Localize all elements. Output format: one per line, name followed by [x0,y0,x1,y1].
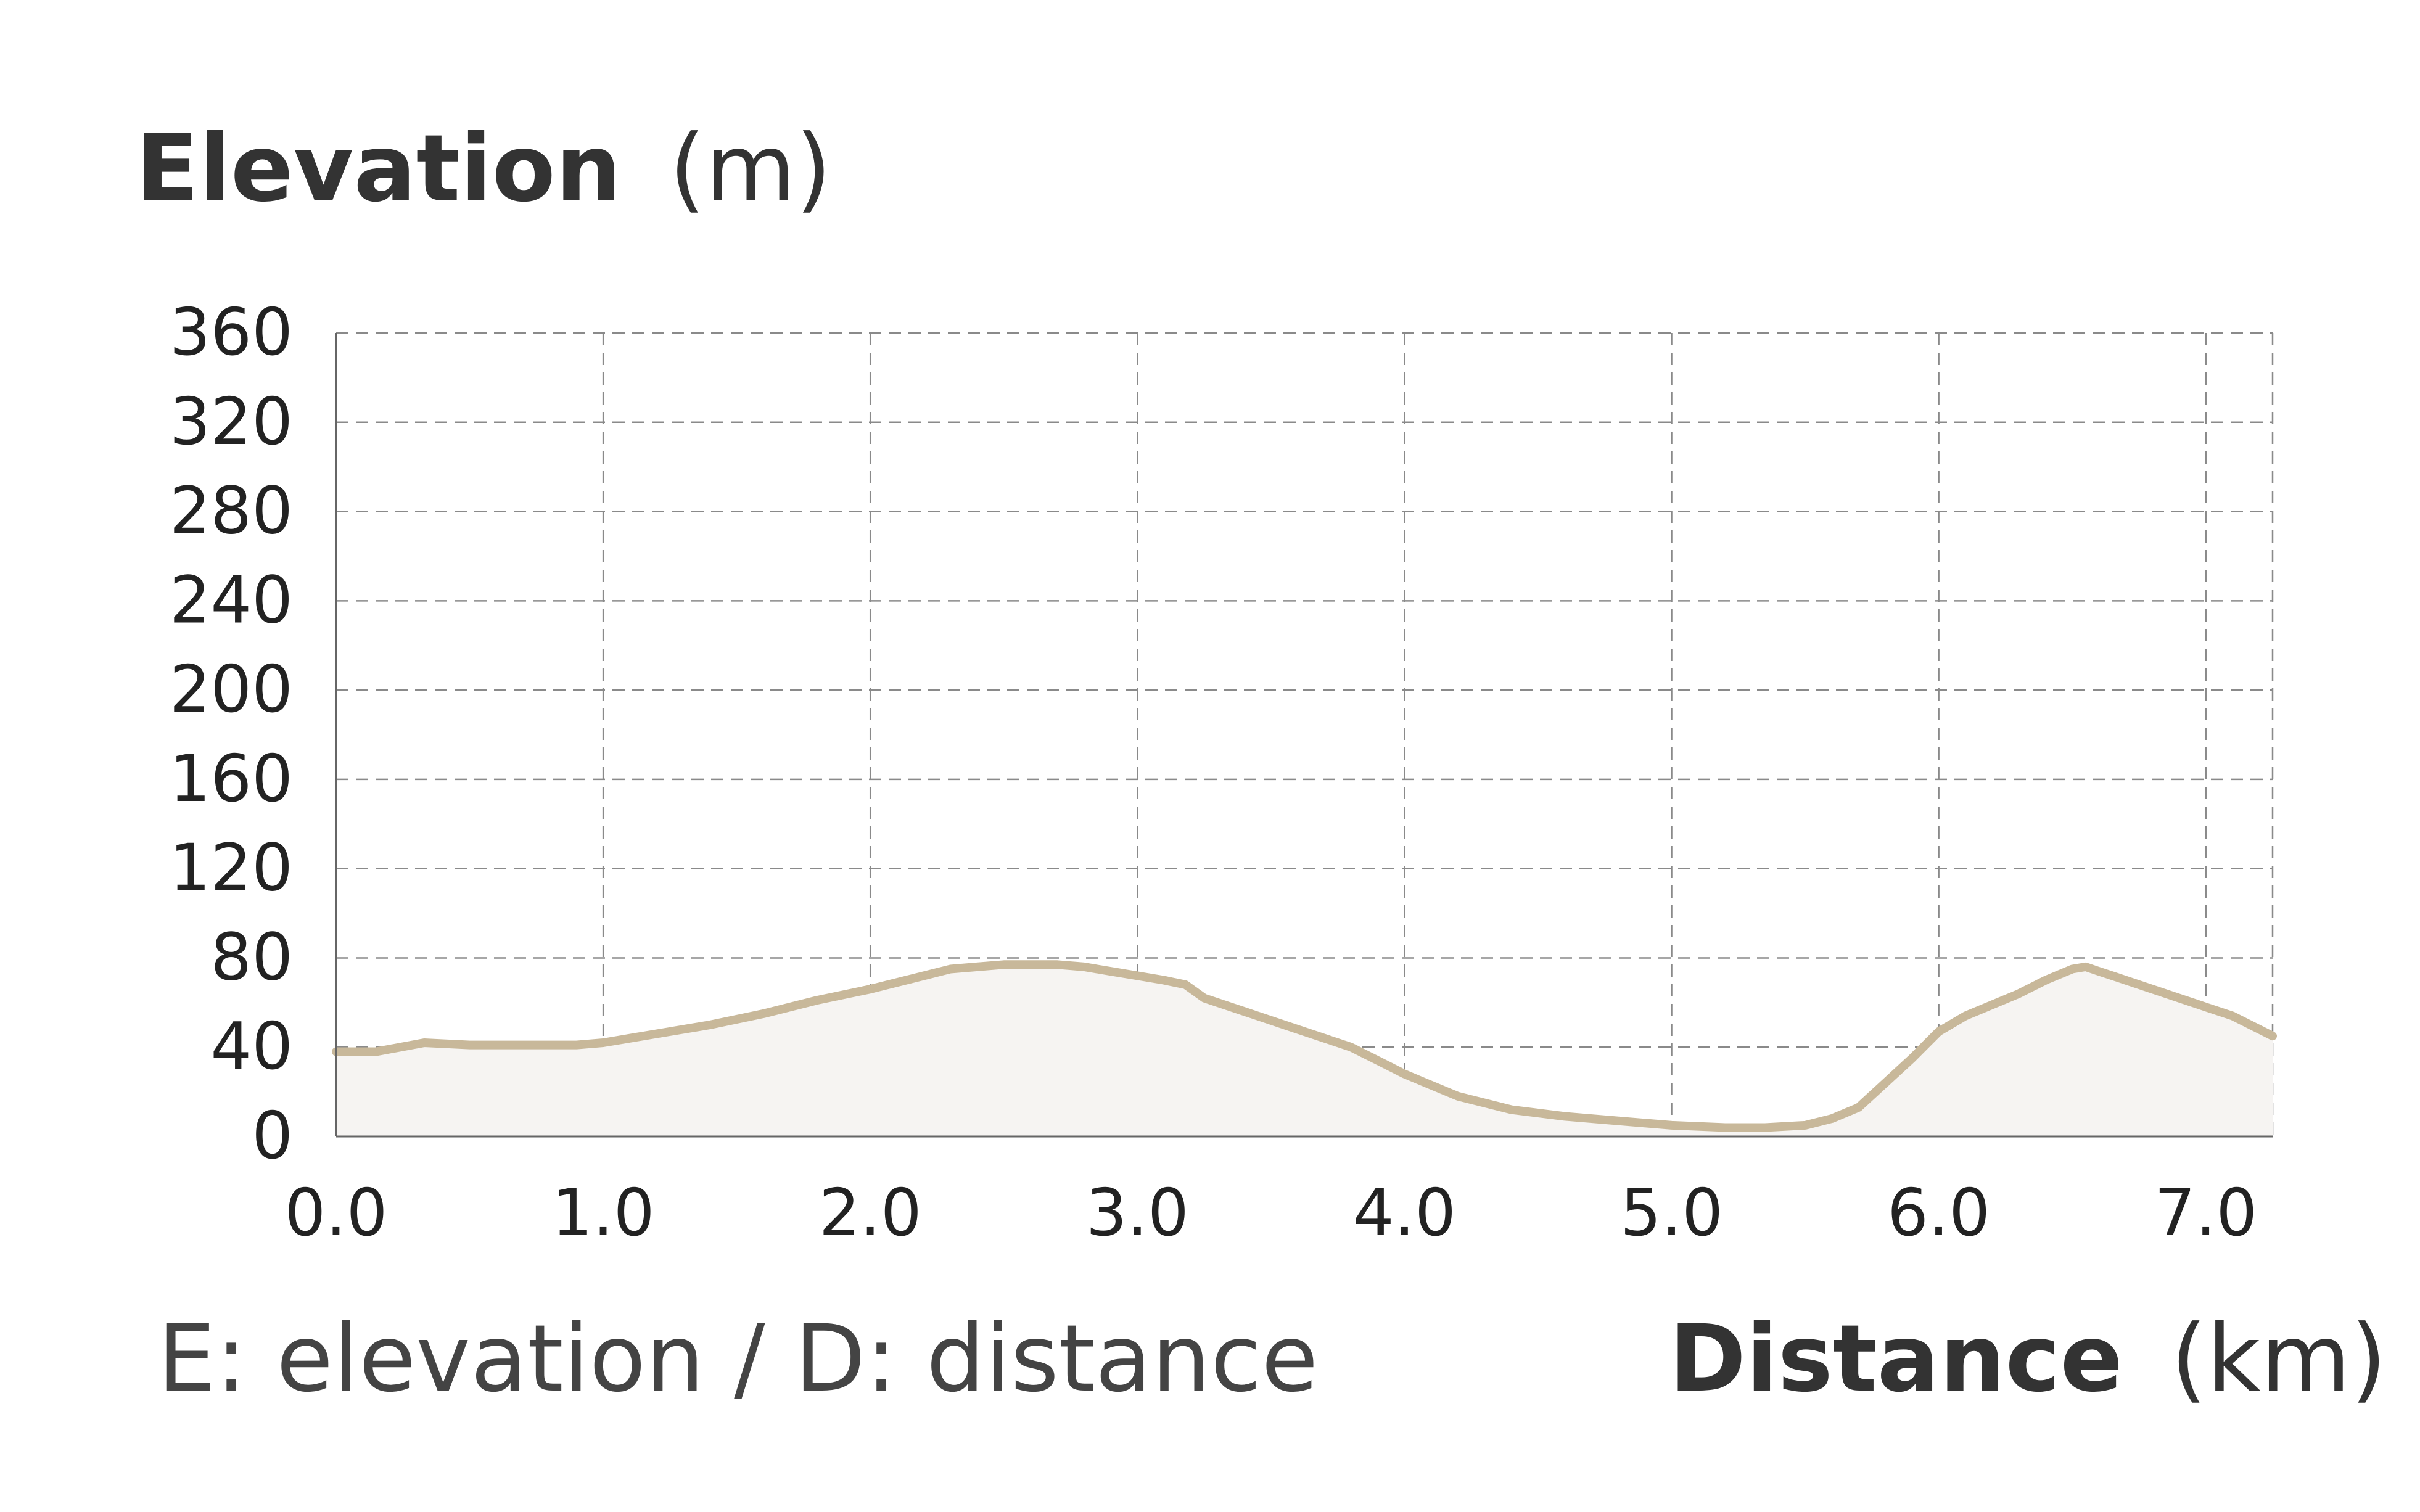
y-tick-label: 40 [210,1009,293,1084]
x-tick-label: 4.0 [1353,1175,1456,1251]
tick-label-layer: 0 40 80 120 160 200 240 280 320 360 0.0 1.0 2.0 3.0 4.… [170,295,2258,1251]
y-axis-label: Elevation [136,115,622,223]
y-tick-label: 0 [252,1098,293,1173]
y-tick-label: 240 [170,562,293,638]
x-tick-label: 6.0 [1887,1175,1990,1251]
y-tick-label: 280 [170,474,293,549]
legend-note: E: elevation / D: distance [157,1305,1318,1413]
x-axis-unit: (km) [2171,1305,2387,1413]
y-axis-unit: (m) [669,115,831,223]
y-tick-label: 360 [170,295,293,370]
area-layer [332,960,2277,1136]
axis-layer [335,333,2273,1138]
x-tick-label: 5.0 [1620,1175,1723,1251]
x-tick-label: 3.0 [1086,1175,1189,1251]
elevation-area-fill [336,964,2273,1136]
plot-area: 0 40 80 120 160 200 240 280 320 360 0.0 1.0 2.0 3.0 4.… [170,295,2277,1251]
y-tick-label: 320 [170,384,293,459]
y-tick-label: 200 [170,652,293,727]
y-tick-label: 80 [210,919,293,995]
y-tick-label: 120 [170,831,293,906]
x-tick-label: 0.0 [285,1175,388,1251]
x-tick-label: 7.0 [2154,1175,2257,1251]
y-axis-title: Elevation (m) [136,115,831,223]
x-axis-title: Distance (km) [1669,1305,2387,1413]
y-tick-label: 160 [170,741,293,816]
x-tick-label: 2.0 [819,1175,922,1251]
x-axis-label: Distance [1669,1305,2123,1413]
elevation-line [332,960,2277,1132]
x-tick-label: 1.0 [552,1175,655,1251]
